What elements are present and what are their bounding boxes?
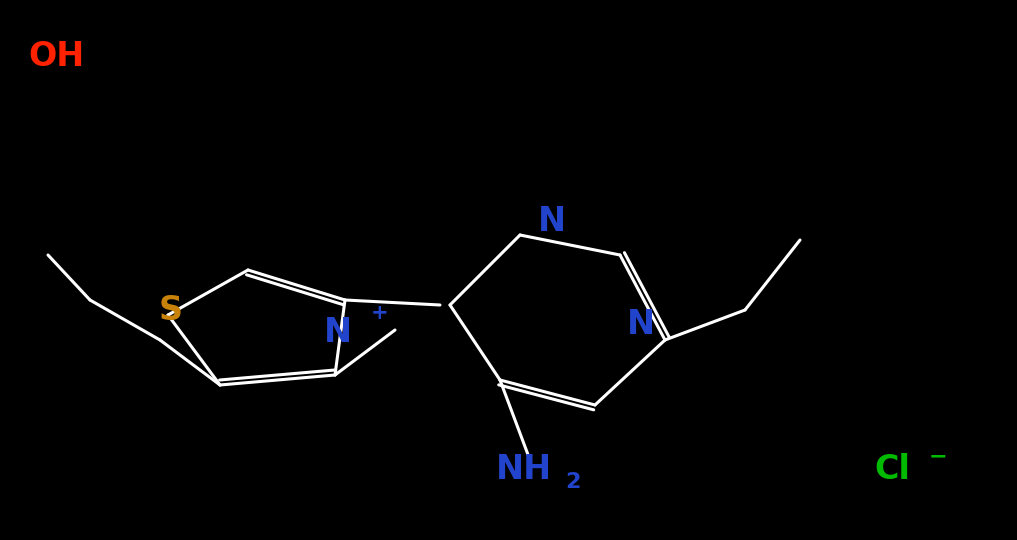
Text: N: N: [538, 205, 566, 238]
Text: Cl: Cl: [875, 453, 910, 487]
Text: OH: OH: [28, 40, 84, 73]
Text: N: N: [323, 315, 352, 349]
Text: N: N: [626, 307, 655, 341]
Text: S: S: [159, 294, 183, 327]
Text: 2: 2: [565, 471, 581, 492]
Text: NH: NH: [496, 453, 552, 487]
Text: +: +: [371, 303, 388, 323]
Text: −: −: [929, 446, 947, 467]
